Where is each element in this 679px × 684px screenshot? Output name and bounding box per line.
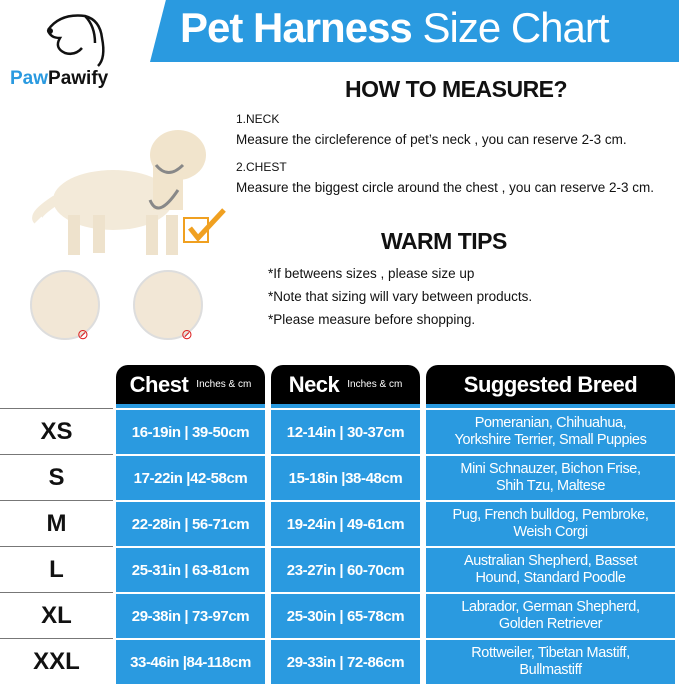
- row-divider: [0, 638, 113, 639]
- breed-cell: Pug, French bulldog, Pembroke, Weish Corg…: [426, 502, 675, 546]
- size-label: L: [49, 556, 64, 583]
- size-label: S: [48, 464, 65, 491]
- tip: *Note that sizing will vary between prod…: [268, 289, 533, 304]
- row-divider: [0, 408, 113, 409]
- title-light: Size Chart: [422, 4, 609, 51]
- dog-measure-image: [32, 130, 206, 255]
- how-to-measure-heading: HOW TO MEASURE?: [345, 76, 568, 102]
- neck-cell: 12-14in | 30-37cm: [271, 410, 420, 454]
- breed-cell: Rottweiler, Tibetan Mastiff, Bullmastiff: [426, 640, 675, 684]
- neck-header: Neck Inches & cm: [271, 365, 420, 408]
- chest-photo: [133, 270, 203, 340]
- neck-text: Measure the circleference of pet’s neck …: [236, 132, 627, 147]
- row-divider: [0, 454, 113, 455]
- row-divider: [0, 500, 113, 501]
- brand-logo: PawPawify: [10, 68, 109, 89]
- warm-tips-heading: WARM TIPS: [381, 228, 507, 254]
- chest-label: 2.CHEST: [236, 160, 287, 174]
- neck-cell: 23-27in | 60-70cm: [271, 548, 420, 592]
- breed-cell: Labrador, German Shepherd, Golden Retriev…: [426, 594, 675, 638]
- tip: *If betweens sizes , please size up: [268, 266, 475, 281]
- breed-header: Suggested Breed: [426, 365, 675, 408]
- size-label: M: [46, 510, 67, 537]
- row-divider: [0, 592, 113, 593]
- neck-cell: 19-24in | 49-61cm: [271, 502, 420, 546]
- chest-text: Measure the biggest circle around the ch…: [236, 180, 654, 195]
- neck-label: 1.NECK: [236, 112, 280, 126]
- chest-cell: 33-46in |84-118cm: [116, 640, 265, 684]
- neck-cell: 29-33in | 72-86cm: [271, 640, 420, 684]
- breed-cell: Pomeranian, Chihuahua, Yorkshire Terrier,…: [426, 410, 675, 454]
- title-banner: [150, 0, 679, 62]
- row-divider: [0, 546, 113, 547]
- chest-cell: 17-22in |42-58cm: [116, 456, 265, 500]
- neck-cell: 15-18in |38-48cm: [271, 456, 420, 500]
- neck-cell: 25-30in | 65-78cm: [271, 594, 420, 638]
- chest-header: Chest Inches & cm: [116, 365, 265, 408]
- size-label: XS: [40, 418, 73, 445]
- chest-cell: 22-28in | 56-71cm: [116, 502, 265, 546]
- breed-cell: Australian Shepherd, Basset Hound, Standa…: [426, 548, 675, 592]
- chest-cell: 29-38in | 73-97cm: [116, 594, 265, 638]
- no-icon: ⊘: [181, 326, 193, 342]
- chest-cell: 16-19in | 39-50cm: [116, 410, 265, 454]
- neck-photo: [30, 270, 100, 340]
- page-title: Pet Harness Size Chart: [180, 4, 610, 52]
- chest-cell: 25-31in | 63-81cm: [116, 548, 265, 592]
- check-icon: [183, 208, 226, 243]
- size-label: XL: [41, 602, 72, 629]
- tip: *Please measure before shopping.: [268, 312, 476, 327]
- dog-logo-icon: [46, 14, 105, 67]
- title-bold: Pet Harness: [180, 4, 413, 51]
- breed-cell: Mini Schnauzer, Bichon Frise, Shih Tzu, M…: [426, 456, 675, 500]
- no-icon: ⊘: [77, 326, 89, 342]
- size-label: XXL: [33, 648, 80, 675]
